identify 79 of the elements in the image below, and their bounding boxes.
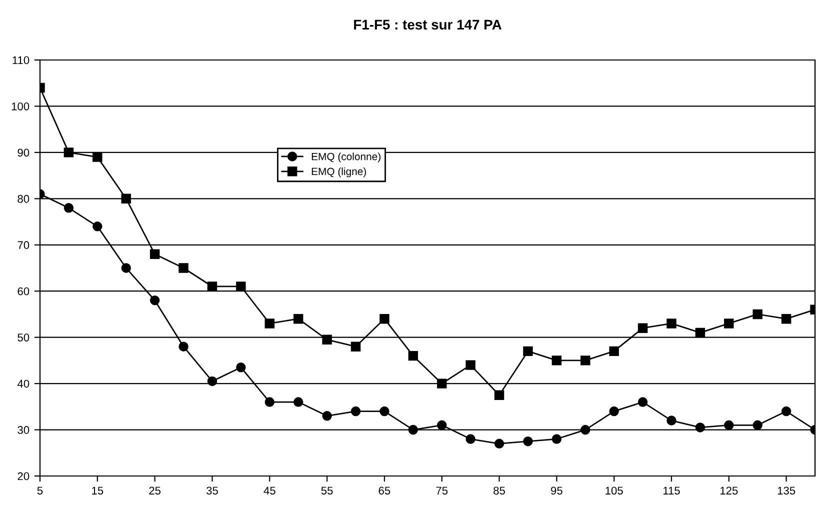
y-tick-label: 100: [12, 102, 30, 110]
y-tick-label: 60: [18, 287, 30, 296]
point: [121, 263, 131, 273]
point: [121, 194, 131, 204]
point: [580, 424, 590, 435]
point: [494, 438, 504, 449]
point: [666, 318, 676, 328]
point: [92, 152, 102, 162]
legend-label: EMQ (colonne): [312, 152, 380, 162]
point: [552, 356, 562, 366]
y-tick-label: 30: [18, 426, 30, 434]
point: [724, 420, 734, 430]
point: [380, 314, 390, 324]
x-tick-label: 25: [149, 486, 161, 495]
point: [781, 406, 792, 416]
x-tick-label: 35: [206, 486, 218, 495]
x-tick-label: 55: [321, 486, 333, 495]
point: [752, 420, 762, 430]
point: [408, 424, 418, 435]
y-tick-label: 40: [17, 380, 30, 388]
x-tick-label: 75: [436, 486, 448, 495]
point: [781, 314, 792, 324]
y-tick-label: 110: [12, 56, 30, 64]
point: [380, 406, 390, 416]
y-tick-label: 20: [18, 472, 30, 480]
point: [207, 282, 218, 292]
x-tick-label: 5: [37, 486, 43, 495]
x-tick-label: 115: [663, 486, 680, 495]
point: [293, 314, 304, 324]
point: [408, 350, 418, 361]
point: [64, 148, 74, 158]
point: [695, 328, 706, 338]
y-tick-label: 90: [18, 148, 30, 157]
point: [350, 406, 361, 416]
point: [695, 422, 706, 432]
point: [150, 249, 160, 259]
point: [264, 318, 274, 328]
x-tick-label: 135: [778, 486, 796, 495]
point: [322, 411, 332, 421]
point: [150, 295, 160, 306]
point: [580, 356, 590, 366]
point: [178, 342, 188, 352]
x-tick-label: 125: [720, 486, 738, 495]
x-tick-label: 95: [551, 486, 562, 495]
x-tick-label: 15: [92, 486, 104, 495]
point: [666, 416, 676, 426]
point: [523, 346, 533, 356]
point: [322, 334, 332, 345]
point: [494, 390, 504, 400]
y-tick-label: 80: [18, 194, 30, 203]
point: [436, 378, 447, 388]
x-tick-label: 105: [606, 486, 623, 495]
point: [264, 397, 274, 407]
point: [752, 309, 762, 320]
point: [178, 263, 188, 273]
point: [638, 397, 648, 407]
point: [724, 318, 734, 328]
point: [207, 376, 218, 386]
chart-title: F1-F5 : test sur 147 PA: [354, 20, 502, 30]
point: [552, 434, 562, 444]
point: [64, 203, 74, 213]
point: [609, 346, 619, 356]
x-tick-label: 65: [378, 486, 390, 495]
y-tick-label: 50: [18, 334, 30, 342]
point: [92, 222, 102, 232]
point: [466, 360, 476, 370]
y-tick-label: 70: [18, 241, 30, 250]
point: [466, 434, 476, 444]
legend-label: EMQ (ligne): [312, 167, 366, 178]
point: [350, 342, 361, 352]
point: [436, 420, 447, 430]
point: [293, 397, 304, 407]
point: [609, 406, 619, 416]
x-tick-label: 45: [264, 486, 276, 495]
point: [638, 323, 648, 333]
x-tick-label: 85: [494, 486, 505, 495]
point: [236, 362, 246, 372]
point: [523, 436, 533, 446]
point: [236, 282, 246, 292]
